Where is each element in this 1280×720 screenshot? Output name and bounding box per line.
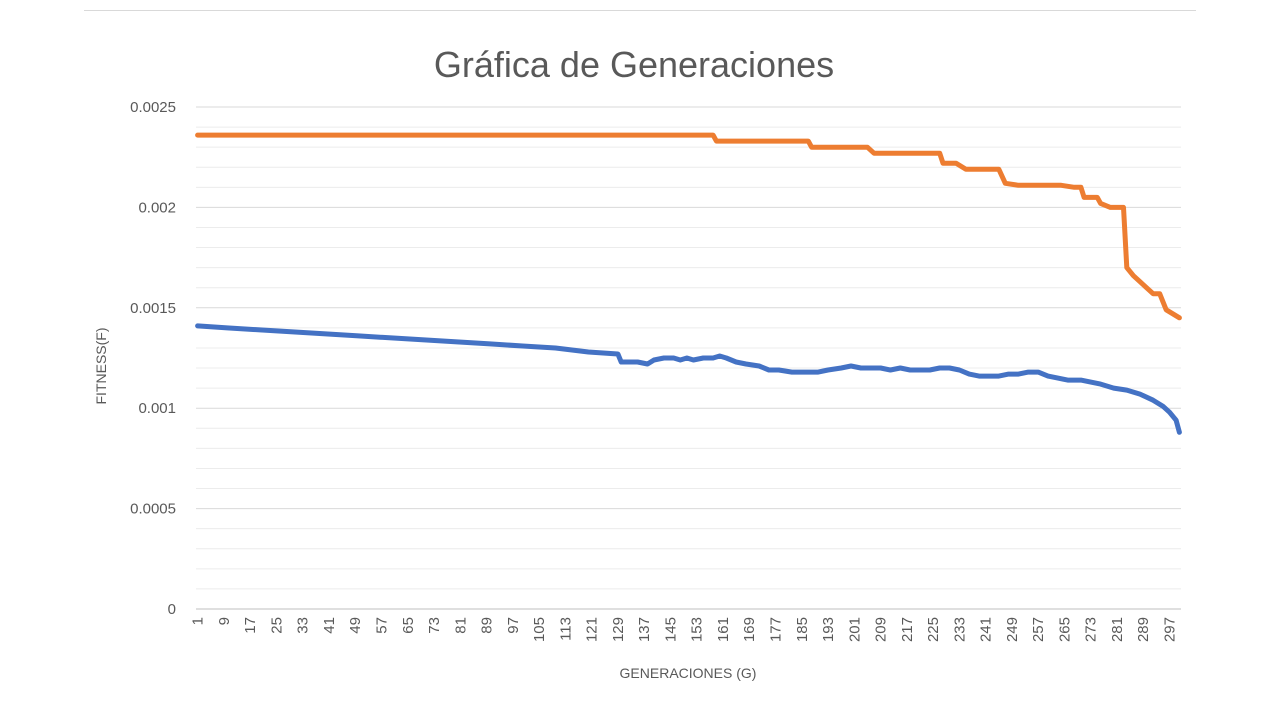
x-tick-label: 209 xyxy=(873,617,890,642)
x-tick-label: 249 xyxy=(1004,617,1021,642)
x-tick-label: 281 xyxy=(1109,617,1126,642)
y-tick-label: 0.001 xyxy=(138,400,176,417)
x-tick-label: 65 xyxy=(400,617,417,634)
x-tick-label: 1 xyxy=(190,617,207,625)
x-tick-label: 105 xyxy=(531,617,548,642)
series-layer xyxy=(195,132,1182,435)
x-tick-label: 121 xyxy=(584,617,601,642)
x-tick-labels: 1 9 17 25 33 41 49 57 65 73 81 89 97 105 113 121 129 137 1… xyxy=(190,617,1179,642)
x-tick-label: 25 xyxy=(268,617,285,634)
x-tick-label: 113 xyxy=(557,617,574,641)
chart-frame: Gráfica de Generaciones 0 0.0005 0.001 0.00… xyxy=(84,10,1196,701)
x-tick-label: 153 xyxy=(689,617,706,642)
chart-title: Gráfica de Generaciones xyxy=(434,44,834,85)
x-tick-label: 161 xyxy=(715,617,732,642)
y-tick-label: 0.0015 xyxy=(130,300,176,317)
x-tick-label: 193 xyxy=(820,617,837,642)
x-tick-label: 33 xyxy=(295,617,312,634)
x-tick-label: 81 xyxy=(452,617,469,634)
x-tick-label: 273 xyxy=(1083,617,1100,642)
x-tick-label: 89 xyxy=(479,617,496,634)
series-line-2 xyxy=(195,323,1182,435)
gridlines xyxy=(196,106,1181,610)
x-tick-label: 177 xyxy=(768,617,785,642)
x-tick-label: 169 xyxy=(741,617,758,642)
y-tick-label: 0 xyxy=(168,601,176,618)
y-tick-label: 0.0025 xyxy=(130,99,176,116)
line-chart: Gráfica de Generaciones 0 0.0005 0.001 0.00… xyxy=(93,44,1182,681)
x-tick-label: 265 xyxy=(1056,617,1073,642)
y-axis-title: FITNESS(F) xyxy=(93,328,109,405)
x-tick-label: 129 xyxy=(610,617,627,642)
y-tick-labels: 0 0.0005 0.001 0.0015 0.002 0.0025 xyxy=(130,99,176,618)
x-tick-label: 57 xyxy=(374,617,391,634)
x-tick-label: 145 xyxy=(662,617,679,642)
x-tick-label: 73 xyxy=(426,617,443,634)
x-axis-title: GENERACIONES (G) xyxy=(620,665,757,681)
x-tick-label: 17 xyxy=(242,617,259,634)
y-tick-label: 0.002 xyxy=(138,199,176,216)
x-tick-label: 97 xyxy=(505,617,522,634)
x-tick-label: 297 xyxy=(1162,617,1179,642)
series-line-1 xyxy=(195,132,1182,321)
x-tick-label: 225 xyxy=(925,617,942,642)
x-tick-label: 49 xyxy=(347,617,364,634)
x-tick-label: 257 xyxy=(1030,617,1047,642)
x-tick-label: 241 xyxy=(978,617,995,642)
x-tick-label: 137 xyxy=(636,617,653,642)
x-tick-label: 201 xyxy=(846,617,863,642)
x-tick-label: 9 xyxy=(216,617,233,625)
y-tick-label: 0.0005 xyxy=(130,501,176,518)
x-tick-label: 185 xyxy=(794,617,811,642)
x-tick-label: 217 xyxy=(899,617,916,642)
x-tick-label: 41 xyxy=(321,617,338,634)
x-tick-label: 233 xyxy=(951,617,968,642)
x-tick-label: 289 xyxy=(1135,617,1152,642)
